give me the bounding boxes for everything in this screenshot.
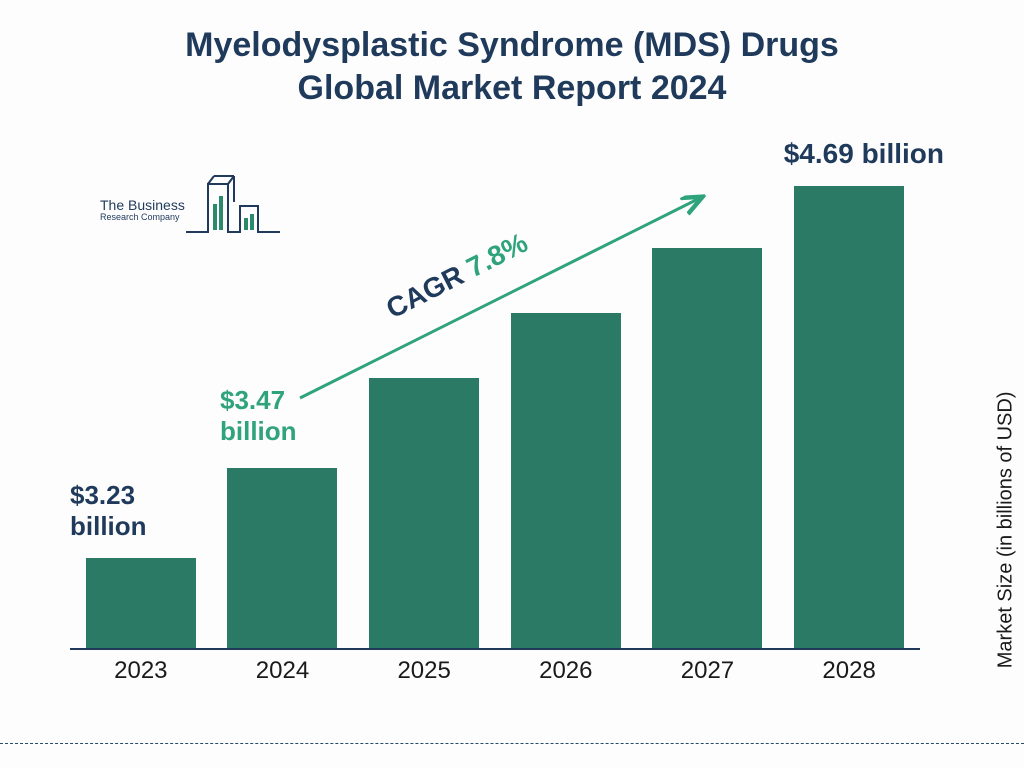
x-tick-label: 2023 (86, 657, 196, 685)
title-line-2: Global Market Report 2024 (0, 67, 1024, 110)
bar (227, 468, 337, 648)
bar-wrap (794, 186, 904, 648)
x-tick-label: 2025 (369, 657, 479, 685)
value-label-2028: $4.69 billion (784, 138, 944, 170)
bar (369, 378, 479, 648)
bar (794, 186, 904, 648)
bar (86, 558, 196, 648)
value-2024-amount: $3.47 (220, 385, 285, 415)
y-axis-label: Market Size (in billions of USD) (995, 392, 1018, 669)
value-label-2024: $3.47 billion (220, 385, 330, 447)
bar-wrap (369, 378, 479, 648)
bar (511, 313, 621, 648)
bar-wrap (652, 248, 762, 648)
value-2024-unit: billion (220, 416, 297, 446)
footer-divider (0, 743, 1024, 744)
value-label-2023: $3.23 billion (70, 480, 180, 542)
value-2023-unit: billion (70, 511, 147, 541)
bars-container (70, 160, 920, 648)
x-tick-label: 2027 (652, 657, 762, 685)
value-2023-amount: $3.23 (70, 480, 135, 510)
x-tick-label: 2024 (227, 657, 337, 685)
bar-wrap (511, 313, 621, 648)
x-axis-labels: 2023 2024 2025 2026 2027 2028 (70, 652, 920, 690)
title-line-1: Myelodysplastic Syndrome (MDS) Drugs (0, 24, 1024, 67)
x-tick-label: 2026 (511, 657, 621, 685)
value-2028-text: $4.69 billion (784, 138, 944, 169)
x-axis-line (70, 648, 920, 650)
chart-title: Myelodysplastic Syndrome (MDS) Drugs Glo… (0, 0, 1024, 109)
bar (652, 248, 762, 648)
bar-wrap (227, 468, 337, 648)
bar-wrap (86, 558, 196, 648)
x-tick-label: 2028 (794, 657, 904, 685)
